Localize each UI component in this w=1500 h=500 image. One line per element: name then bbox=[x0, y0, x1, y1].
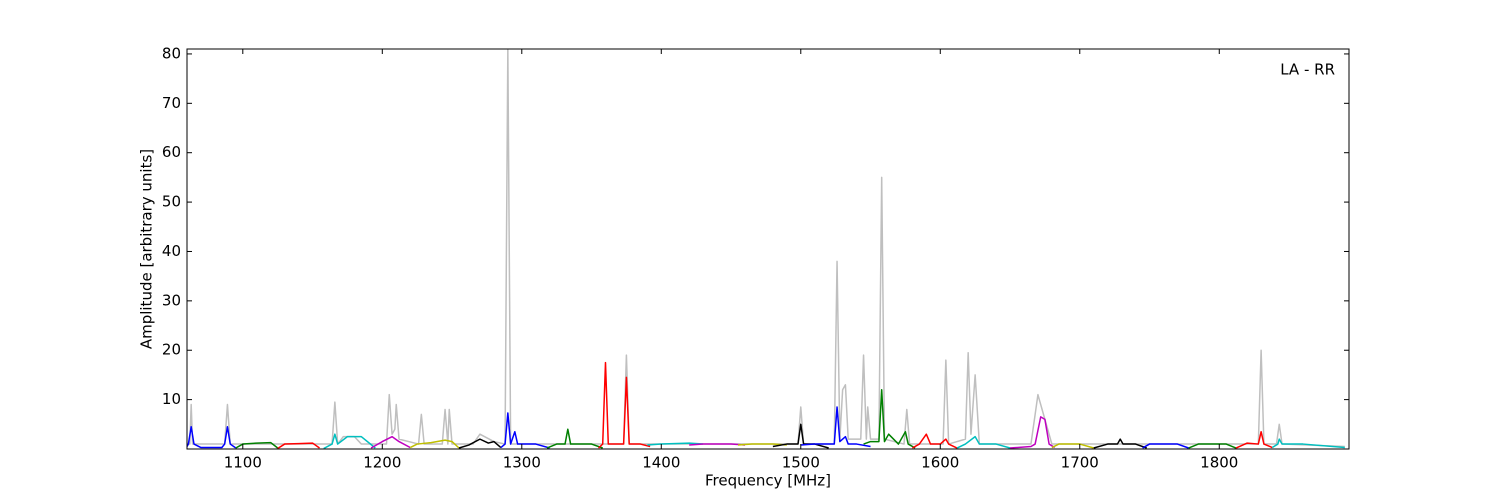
x-tick-label: 1100 bbox=[224, 454, 262, 472]
y-tick-label: 40 bbox=[162, 242, 181, 260]
spectrum-line bbox=[409, 439, 460, 449]
y-tick-label: 30 bbox=[162, 291, 181, 309]
x-tick-label: 1400 bbox=[642, 454, 680, 472]
spectrum-line bbox=[1271, 438, 1345, 449]
spectrum-line bbox=[956, 435, 1011, 449]
spectrum-line bbox=[500, 412, 550, 449]
spectrum-line bbox=[323, 433, 376, 449]
spectrum-line bbox=[370, 435, 411, 449]
spectrum-line bbox=[689, 443, 746, 446]
spectrum-line bbox=[187, 426, 237, 449]
spectrum-line bbox=[647, 442, 704, 446]
y-tick-label: 10 bbox=[162, 390, 181, 408]
spectrum-line bbox=[1093, 438, 1147, 449]
x-tick-label: 1200 bbox=[363, 454, 401, 472]
y-tick-label: 20 bbox=[162, 341, 181, 359]
y-tick-label: 70 bbox=[162, 94, 181, 112]
y-tick-label: 80 bbox=[162, 44, 181, 62]
spectrum-line bbox=[1009, 416, 1056, 449]
y-tick-label: 60 bbox=[162, 143, 181, 161]
spectrum-line bbox=[235, 441, 279, 449]
spectrum-line bbox=[800, 406, 871, 448]
spectrum-line bbox=[912, 433, 958, 449]
plot-frame bbox=[186, 48, 1350, 450]
spectrum-line bbox=[187, 49, 1345, 448]
spectrum-line bbox=[1235, 430, 1273, 449]
spectrum-line bbox=[546, 428, 603, 449]
spectrum-line bbox=[597, 361, 651, 449]
spectrum-line bbox=[1188, 443, 1237, 449]
spectrum-line bbox=[277, 442, 320, 449]
spectrum-line bbox=[863, 388, 916, 449]
y-tick-label: 50 bbox=[162, 193, 181, 211]
spectrum-line bbox=[1051, 443, 1094, 449]
x-tick-label: 1700 bbox=[1061, 454, 1099, 472]
x-axis-label: Frequency [MHz] bbox=[705, 472, 831, 490]
x-tick-label: 1500 bbox=[782, 454, 820, 472]
spectrum-line bbox=[458, 438, 502, 449]
plot-lines bbox=[187, 49, 1345, 449]
x-tick-label: 1800 bbox=[1200, 454, 1238, 472]
y-axis-label: Amplitude [arbitrary units] bbox=[138, 149, 156, 349]
x-tick-label: 1300 bbox=[503, 454, 541, 472]
x-tick-label: 1600 bbox=[921, 454, 959, 472]
annotation: LA - RR bbox=[1280, 61, 1335, 79]
spectrum-line bbox=[1142, 443, 1189, 449]
